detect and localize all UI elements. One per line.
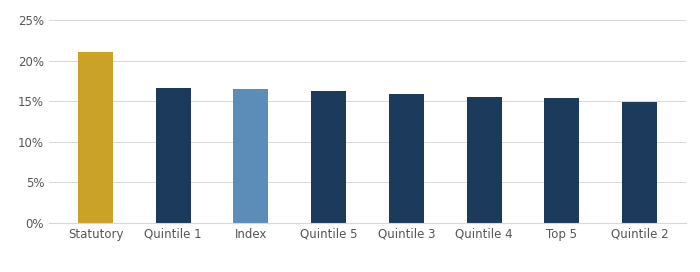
Bar xyxy=(622,102,657,223)
Bar xyxy=(544,98,579,223)
Bar xyxy=(389,94,424,223)
Bar xyxy=(156,88,191,223)
Bar xyxy=(78,52,113,223)
Bar xyxy=(312,91,346,223)
Bar xyxy=(466,97,501,223)
Bar xyxy=(234,89,269,223)
